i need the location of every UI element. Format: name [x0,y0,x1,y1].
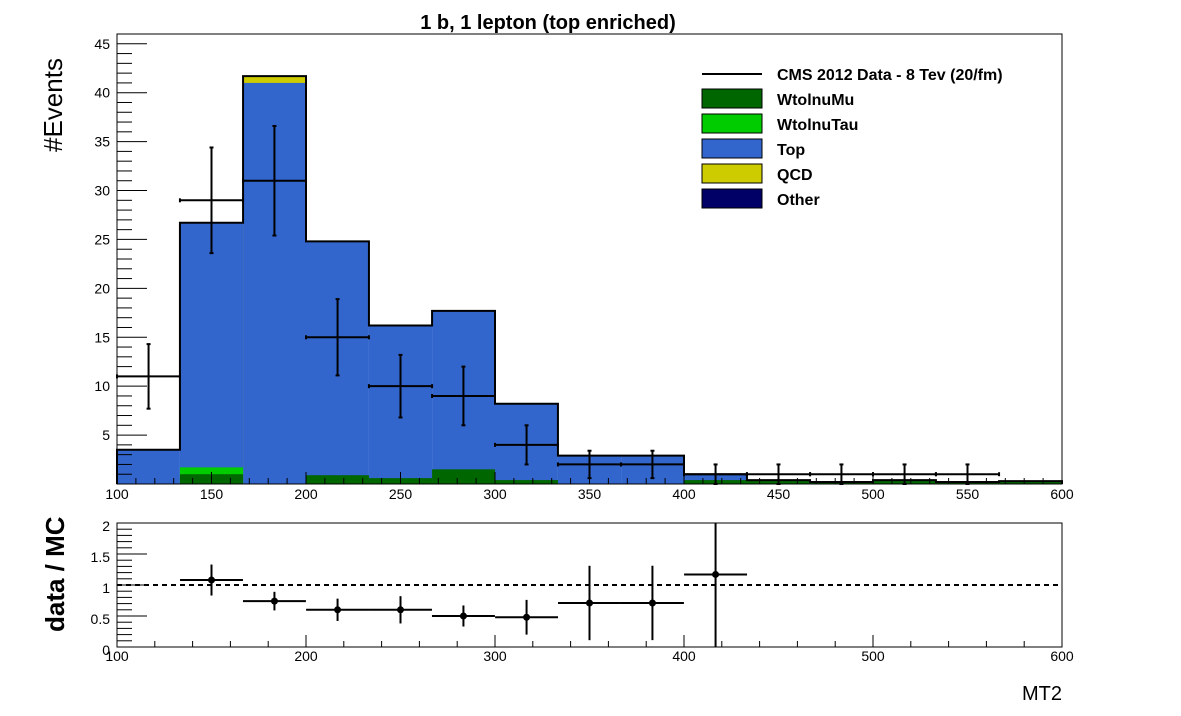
ratio-axes: 100 200 300 400 500 600 0 0.5 1 1.5 2 [91,518,1074,664]
legend-swatch-wtolnumu [701,88,763,109]
ratio-point-8 [684,523,748,647]
ratio-point-5 [495,599,559,635]
data-point-3 [305,298,370,377]
stack-outline [116,75,1063,484]
ratio-x-tick-label-4: 500 [861,648,885,664]
y-tick-label-7: 40 [94,85,110,101]
x-tick-label-8: 500 [861,486,885,502]
ratio-point-4 [431,605,495,627]
ratio-x-tick-label-1: 200 [294,648,318,664]
ratio-point-2 [306,598,370,621]
x-tick-label-4: 300 [483,486,507,502]
y-tick-label-4: 25 [94,231,110,247]
ratio-plot [117,523,1062,647]
y-tick-label-8: 45 [94,36,110,52]
legend-swatch-top [701,138,763,159]
y-tick-label-0: 5 [102,427,110,443]
x-tick-label-5: 350 [578,486,602,502]
data-point-8 [620,449,685,480]
ratio-y-axis-label: data / MC [40,516,70,632]
bar-top-1 [179,222,244,484]
bar-wtolnumu-6 [495,480,558,484]
y-tick-label-2: 15 [94,329,110,345]
chart-title: 1 b, 1 lepton (top enriched) [420,12,676,34]
ratio-point-3 [369,596,432,624]
legend-label-other: Other [777,192,820,209]
y-tick-label-1: 10 [94,378,110,394]
data-point-2 [242,124,307,237]
data-point-6 [494,424,559,466]
ratio-x-tick-label-2: 300 [483,648,507,664]
legend: CMS 2012 Data - 8 Tev (20/fm) WtolnuMu W… [701,67,1003,209]
x-tick-label-0: 100 [105,486,129,502]
ratio-y-tick-label-1: 0.5 [91,611,111,627]
bar-wtolnumu-3 [306,475,369,484]
data-point-4 [367,353,434,419]
ratio-point-1 [242,591,306,611]
x-tick-label-9: 550 [956,486,980,502]
x-tick-label-2: 200 [294,486,318,502]
x-axis-label: MT2 [1022,683,1062,705]
y-axis-label: #Events [38,58,68,152]
legend-label-data: CMS 2012 Data - 8 Tev (20/fm) [777,67,1003,84]
ratio-point-6 [558,565,621,641]
legend-label-wtolnutau: WtolnuTau [777,117,858,134]
bar-wtolnumu-5 [432,469,495,484]
bar-wtolnumu-14 [999,481,1062,484]
ratio-point-0 [180,564,243,596]
x-tick-label-6: 400 [672,486,696,502]
y-tick-label-5: 30 [94,183,110,199]
main-plot [116,75,1063,485]
ratio-point-7 [620,565,684,641]
bar-top-0 [117,449,180,484]
ratio-x-tick-label-5: 600 [1050,648,1074,664]
y-tick-label-3: 20 [94,280,110,296]
ratio-x-tick-label-0: 100 [105,648,129,664]
x-tick-label-7: 450 [767,486,791,502]
ratio-y-tick-label-0: 0 [102,642,110,658]
data-point-5 [431,365,496,427]
legend-label-top: Top [777,142,805,159]
ratio-y-tick-label-4: 2 [102,518,110,534]
ratio-x-tick-label-3: 400 [672,648,696,664]
y-tick-label-6: 35 [94,134,110,150]
legend-label-qcd: QCD [777,167,813,184]
x-tick-label-10: 600 [1050,486,1074,502]
data-point-1 [178,146,245,255]
main-axes: 100 150 200 250 300 350 400 450 500 550 600 5 10 15 20… [94,33,1074,502]
legend-swatch-other [701,188,763,209]
legend-swatch-qcd [701,163,763,184]
ratio-y-tick-label-2: 1 [102,580,110,596]
x-tick-label-3: 250 [389,486,413,502]
legend-swatch-wtolnutau [701,113,763,134]
ratio-y-tick-label-3: 1.5 [91,549,111,565]
legend-label-wtolnumu: WtolnuMu [777,92,854,109]
x-tick-label-1: 150 [200,486,224,502]
